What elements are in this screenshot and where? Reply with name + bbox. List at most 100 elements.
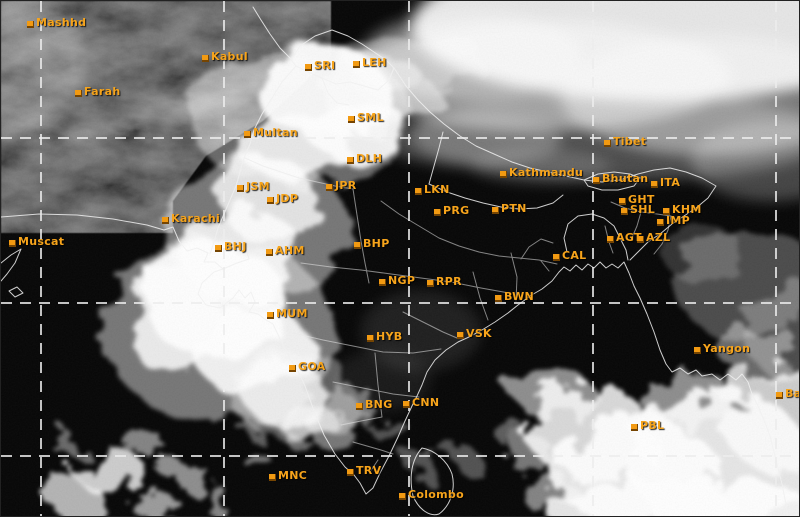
- grid-line-horizontal: [1, 455, 799, 457]
- grid-line-horizontal: [1, 137, 799, 139]
- city-label-text: SML: [357, 111, 384, 124]
- city-label-ngp: NGP: [379, 275, 415, 287]
- city-label-text: AGT: [616, 231, 642, 244]
- city-marker-icon: [215, 245, 222, 252]
- city-marker-icon: [651, 181, 658, 188]
- city-label-text: JSM: [246, 180, 270, 193]
- city-label-multan: Multan: [244, 127, 298, 139]
- city-label-text: Kathmandu: [509, 166, 584, 179]
- city-label-text: KHM: [672, 203, 702, 216]
- city-label-text: BHP: [363, 237, 390, 250]
- city-label-text: MUM: [276, 307, 308, 320]
- city-label-text: SHL: [630, 203, 656, 216]
- city-marker-icon: [244, 131, 251, 138]
- city-label-imp: IMP: [657, 215, 690, 227]
- grid-line-vertical: [40, 1, 42, 516]
- city-label-leh: LEH: [353, 57, 387, 69]
- grid-line-vertical: [223, 1, 225, 516]
- city-marker-icon: [495, 295, 502, 302]
- city-marker-icon: [619, 198, 626, 205]
- city-marker-icon: [434, 209, 441, 216]
- city-marker-icon: [353, 61, 360, 68]
- city-marker-icon: [657, 219, 664, 226]
- city-label-ahm: AHM: [266, 245, 305, 257]
- city-label-text: RPR: [436, 275, 462, 288]
- city-label-text: HYB: [376, 330, 403, 343]
- city-label-mashhd: Mashhd: [27, 17, 86, 29]
- city-label-kabul: Kabul: [202, 51, 248, 63]
- city-label-ptn: PTN: [492, 203, 527, 215]
- city-marker-icon: [354, 242, 361, 249]
- city-marker-icon: [267, 197, 274, 204]
- city-label-text: ITA: [660, 176, 681, 189]
- city-label-text: LKN: [424, 183, 450, 196]
- city-label-text: DLH: [356, 152, 383, 165]
- city-marker-icon: [75, 90, 82, 97]
- city-marker-icon: [356, 403, 363, 410]
- city-label-text: Multan: [253, 126, 298, 139]
- city-label-text: JPR: [335, 179, 357, 192]
- city-label-text: BWN: [504, 290, 535, 303]
- city-label-vsk: VSK: [457, 328, 492, 340]
- city-label-shl: SHL: [621, 204, 655, 216]
- city-label-bhp: BHP: [354, 238, 390, 250]
- city-label-jsm: JSM: [237, 181, 270, 193]
- city-label-text: AZL: [646, 231, 671, 244]
- city-label-goa: GOA: [289, 361, 326, 373]
- city-label-prg: PRG: [434, 205, 469, 217]
- city-marker-icon: [403, 401, 410, 408]
- city-label-text: BNG: [365, 398, 393, 411]
- city-marker-icon: [492, 207, 499, 214]
- city-label-text: BHJ: [224, 240, 247, 253]
- grid-line-vertical: [775, 1, 777, 516]
- city-label-ght: GHT: [619, 194, 655, 206]
- grid-line-vertical: [408, 1, 410, 516]
- city-label-text: JDP: [276, 192, 299, 205]
- city-label-bhutan: Bhutan: [593, 173, 648, 185]
- city-label-ita: ITA: [651, 177, 680, 189]
- city-marker-icon: [267, 312, 274, 319]
- city-label-farah: Farah: [75, 86, 120, 98]
- city-marker-icon: [162, 217, 169, 224]
- city-label-kathmandu: Kathmandu: [500, 167, 583, 179]
- city-label-text: Mashhd: [36, 16, 87, 29]
- city-marker-icon: [202, 55, 209, 62]
- city-label-ba: Ba: [776, 388, 799, 400]
- city-label-text: LEH: [362, 56, 387, 69]
- city-label-text: PBL: [640, 419, 665, 432]
- city-label-text: Bhutan: [602, 172, 649, 185]
- city-label-tibet: Tibet: [604, 136, 646, 148]
- city-label-yangon: Yangon: [694, 343, 750, 355]
- city-marker-icon: [347, 157, 354, 164]
- city-label-text: Farah: [84, 85, 121, 98]
- city-marker-icon: [663, 208, 670, 215]
- city-label-dlh: DLH: [347, 153, 382, 165]
- city-label-sri: SRI: [305, 60, 335, 72]
- city-label-text: CAL: [562, 249, 587, 262]
- city-marker-icon: [427, 280, 434, 287]
- city-label-text: TRV: [356, 464, 382, 477]
- city-label-text: Tibet: [613, 135, 647, 148]
- city-label-muscat: Muscat: [9, 236, 64, 248]
- city-label-bng: BNG: [356, 399, 393, 411]
- city-marker-icon: [269, 474, 276, 481]
- city-marker-icon: [326, 184, 333, 191]
- city-marker-icon: [367, 335, 374, 342]
- city-marker-icon: [500, 171, 507, 178]
- city-label-bhj: BHJ: [215, 241, 247, 253]
- city-label-mnc: MNC: [269, 470, 307, 482]
- city-label-rpr: RPR: [427, 276, 462, 288]
- city-label-text: Muscat: [18, 235, 65, 248]
- city-marker-icon: [694, 347, 701, 354]
- grid-line-horizontal: [1, 302, 799, 304]
- city-marker-icon: [604, 140, 611, 147]
- city-label-jpr: JPR: [326, 180, 357, 192]
- city-marker-icon: [289, 365, 296, 372]
- city-marker-icon: [27, 21, 34, 28]
- city-marker-icon: [776, 392, 783, 399]
- city-label-text: GHT: [628, 193, 655, 206]
- city-marker-icon: [621, 208, 628, 215]
- city-label-text: MNC: [278, 469, 308, 482]
